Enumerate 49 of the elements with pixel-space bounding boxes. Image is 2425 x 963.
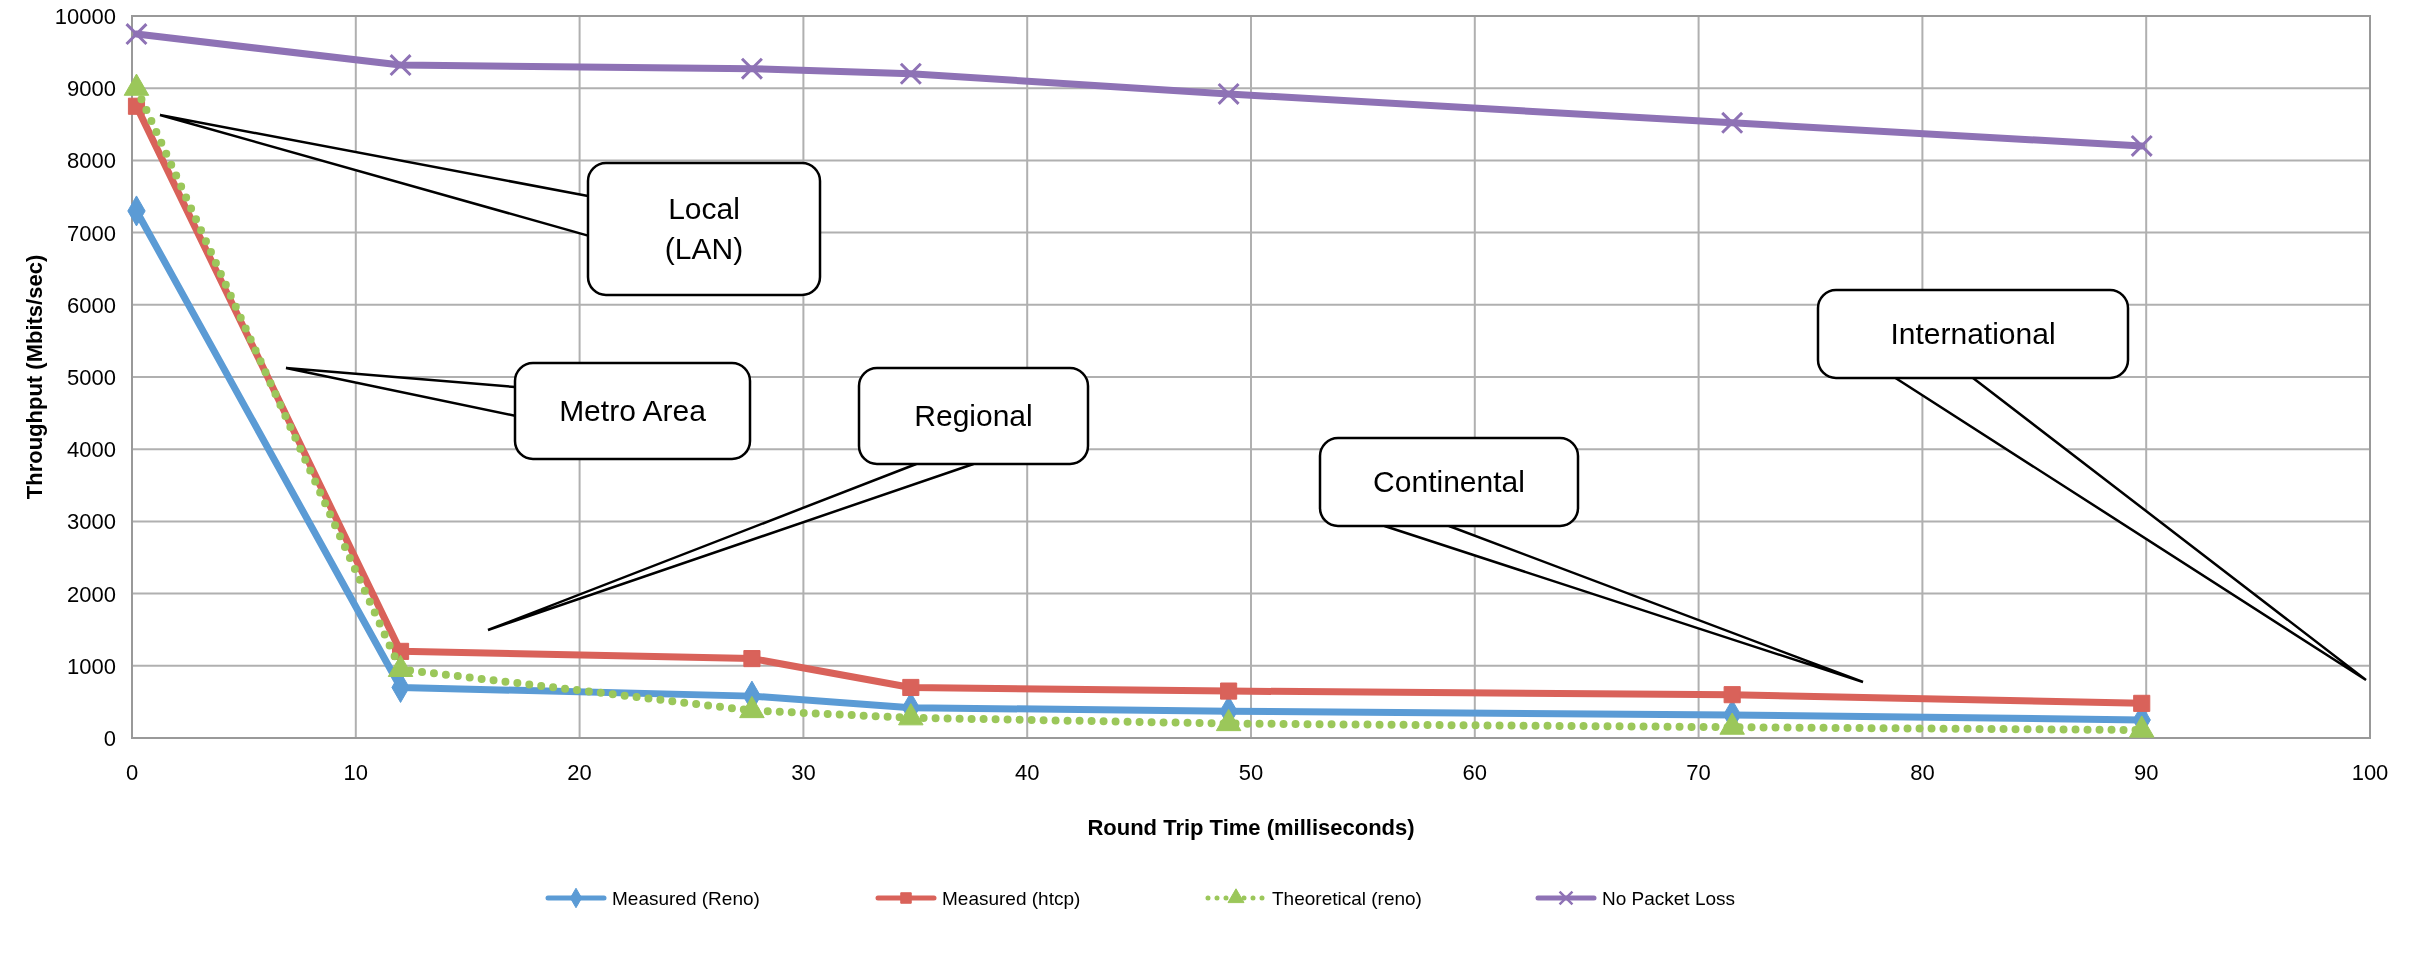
point [125,22,148,46]
y-tick-label: 1000 [67,653,116,679]
callout: Local (LAN) [158,113,822,297]
x-axis-title: Round Trip Time (milliseconds) [1087,815,1415,840]
legend-label: Theoretical (reno) [1272,888,1422,909]
y-axis-title: Throughput (Mbits/sec) [22,254,47,500]
point [1720,111,1744,135]
y-tick-label: 5000 [67,365,116,390]
annotation: Continental [1373,465,1525,498]
x-tick-label: 30 [791,760,816,785]
point [743,650,761,668]
point [389,53,413,77]
point [1217,82,1241,106]
x-tick-label: 100 [2351,760,2389,785]
y-tick-label: 0 [103,726,116,751]
x-tick-label: 10 [343,760,369,785]
point [1220,682,1238,700]
callout: Continental [1318,436,1865,684]
point [740,57,764,81]
callout: Metro Area [284,361,752,461]
y-tick-label: 7000 [67,220,116,246]
y-tick-label: 4000 [67,437,116,463]
y-tick-label: 10000 [54,4,116,29]
point [1723,686,1741,704]
annotation: Local (LAN) [664,192,744,265]
point [2133,694,2151,712]
x-tick-label: 70 [1686,760,1711,785]
x-tick-label: 20 [567,760,592,785]
annotation: Regional [914,399,1033,432]
legend-label: Measured (Reno) [612,888,760,909]
x-tick-label: 0 [125,760,139,785]
point [899,62,923,86]
x-tick-label: 60 [1462,760,1488,785]
point [2130,134,2154,158]
legend-label: No Packet Loss [1602,888,1736,909]
annotation: International [1890,317,2056,350]
annotation: Metro Area [559,394,707,427]
callout: International [1816,288,2368,682]
x-tick-label: 80 [1910,760,1935,785]
y-tick-label: 9000 [67,76,116,102]
y-tick-label: 6000 [67,292,116,318]
x-tick-label: 40 [1014,760,1040,785]
x-tick-label: 90 [2133,760,2159,785]
x-tick-label: 50 [1238,760,1264,785]
y-tick-label: 3000 [67,509,116,535]
y-tick-label: 8000 [67,148,116,174]
legend-label: Measured (htcp) [942,888,1081,909]
point [902,678,920,697]
y-tick-label: 2000 [67,581,116,607]
